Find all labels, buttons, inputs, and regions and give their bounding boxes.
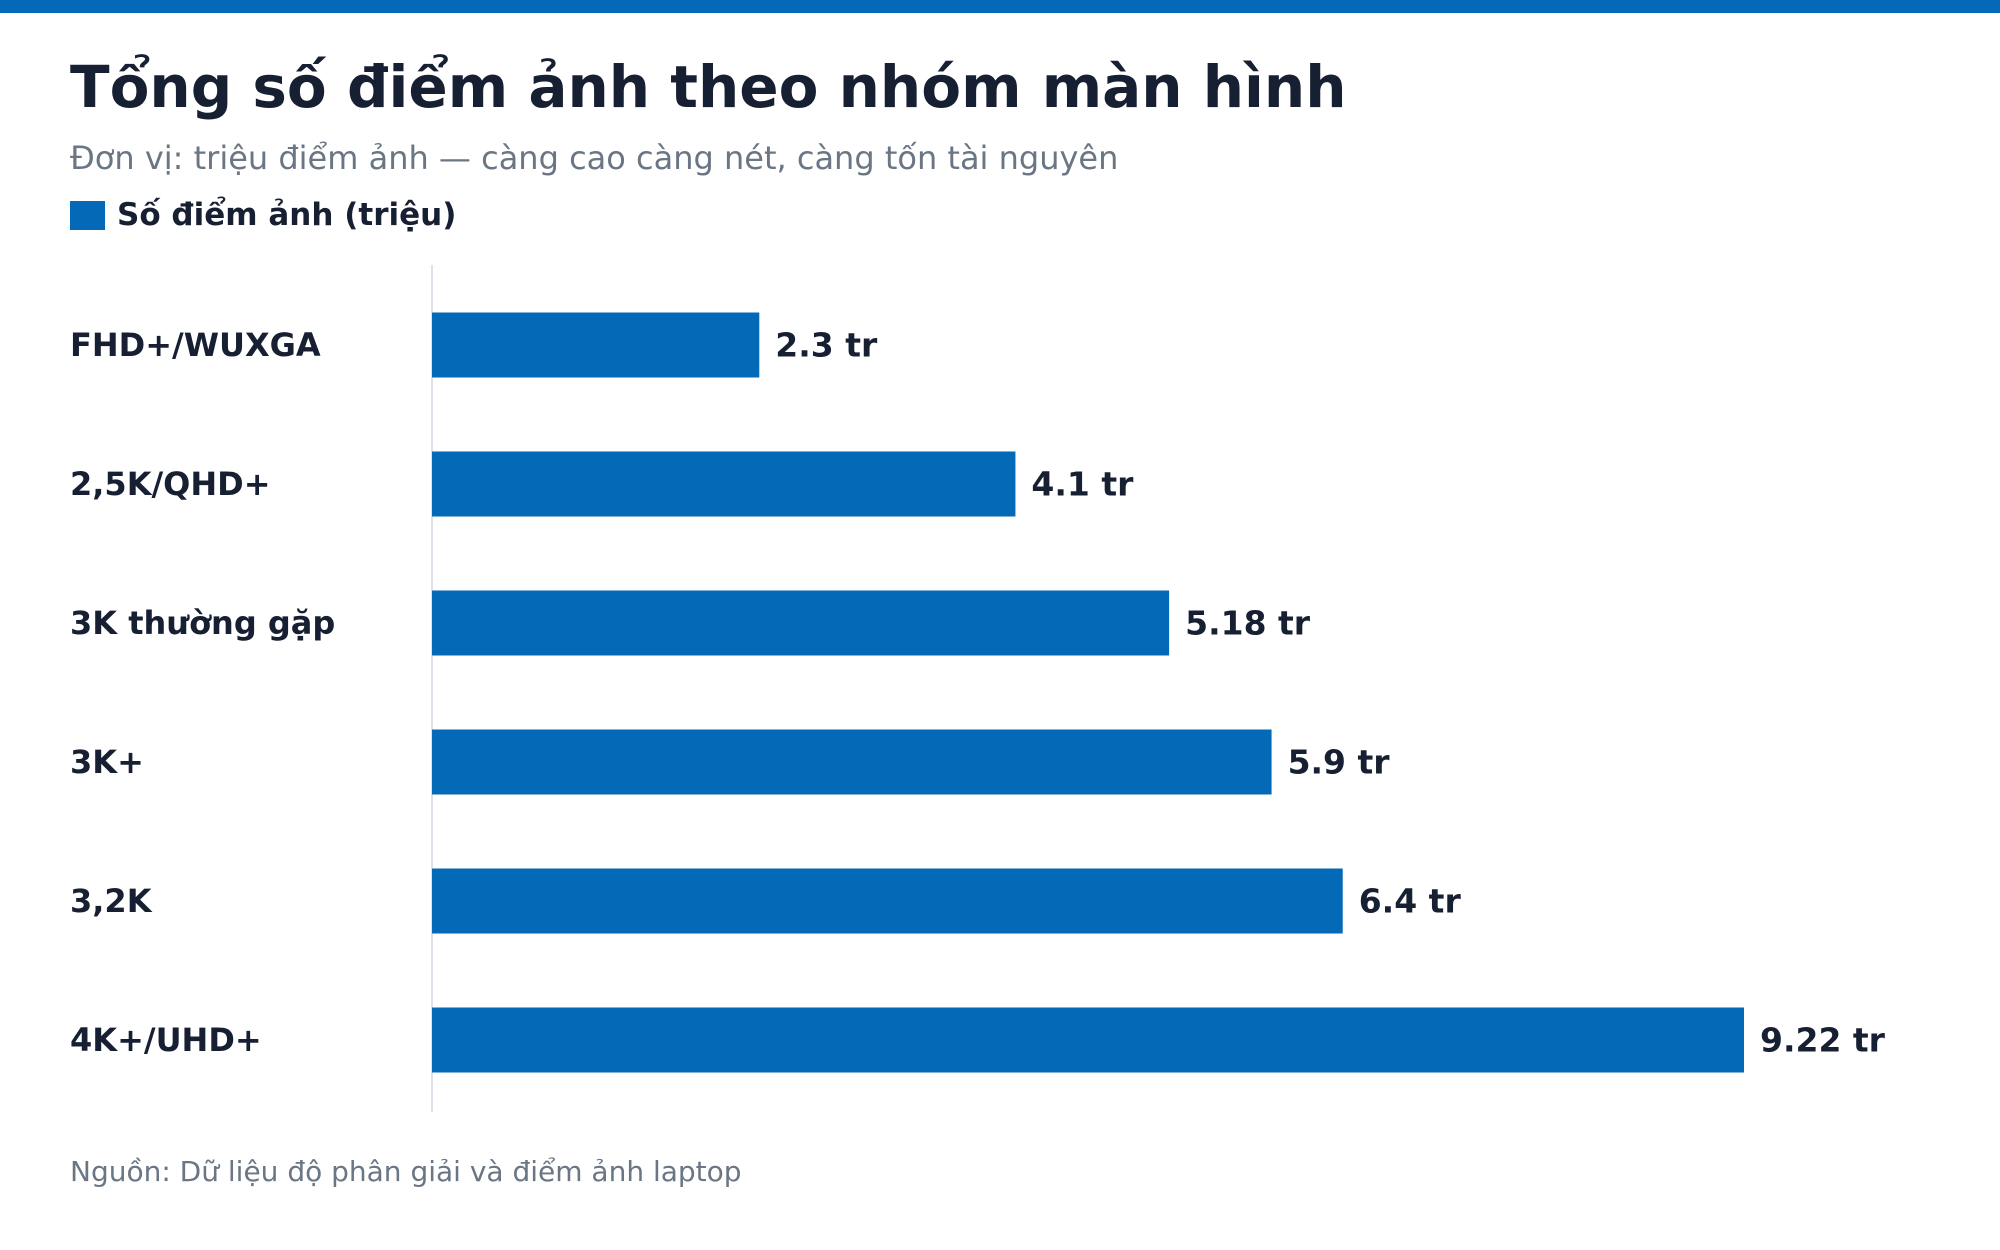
source-note: Nguồn: Dữ liệu độ phân giải và điểm ảnh …: [70, 1155, 742, 1188]
category-label: 3,2K: [70, 882, 153, 920]
bar: [432, 1007, 1745, 1073]
chart-title: Tổng số điểm ảnh theo nhóm màn hình: [70, 53, 1347, 121]
bar: [432, 590, 1170, 656]
bar: [432, 729, 1272, 795]
value-label: 5.18 tr: [1185, 604, 1311, 643]
bar: [432, 868, 1343, 934]
category-label: 4K+/UHD+: [70, 1021, 262, 1059]
value-label: 5.9 tr: [1288, 743, 1391, 782]
category-label: 3K+: [70, 743, 144, 781]
value-label: 4.1 tr: [1031, 465, 1134, 504]
top-accent-bar: [0, 0, 2000, 13]
legend-label: Số điểm ảnh (triệu): [117, 197, 457, 233]
category-label: FHD+/WUXGA: [70, 326, 321, 364]
legend: Số điểm ảnh (triệu): [70, 195, 456, 235]
category-label: 2,5K/QHD+: [70, 465, 271, 503]
value-label: 6.4 tr: [1359, 882, 1462, 921]
legend-swatch: [70, 200, 105, 230]
bar: [432, 312, 760, 378]
bar: [432, 451, 1016, 517]
value-label: 2.3 tr: [775, 326, 878, 365]
chart-subtitle: Đơn vị: triệu điểm ảnh — càng cao càng n…: [70, 139, 1119, 177]
category-label: 3K thường gặp: [70, 604, 335, 642]
value-label: 9.22 tr: [1760, 1021, 1886, 1060]
